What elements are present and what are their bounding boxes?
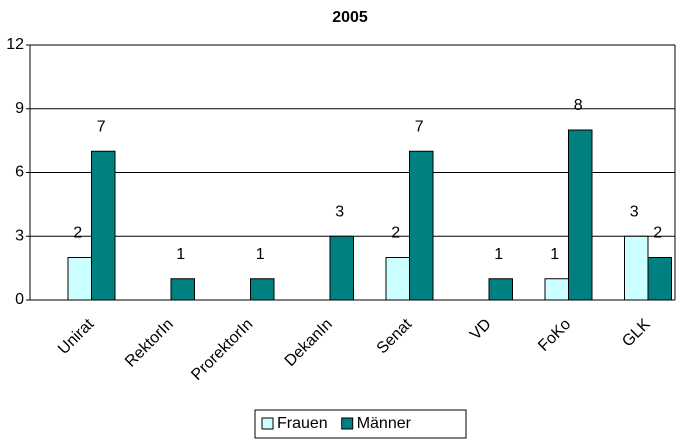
bar [329,235,354,301]
bar [488,278,513,301]
y-tick-label: 9 [15,100,24,117]
data-label: 1 [494,246,503,263]
y-tick-label: 12 [6,36,24,53]
data-label: 2 [391,225,400,242]
bar [624,235,649,301]
legend-label: Frauen [277,415,328,432]
legend-label: Männer [357,415,412,432]
y-tick-label: 3 [15,227,24,244]
data-label: 7 [97,118,106,135]
data-label: 2 [653,225,662,242]
bar [647,257,672,301]
x-tick-label: RektorIn [122,316,177,371]
data-label: 1 [550,246,559,263]
bar [250,278,275,301]
x-tick-label: Senat [374,315,416,357]
data-label: 2 [73,225,82,242]
x-tick-label: Unirat [55,315,98,358]
legend-box [254,409,467,439]
x-tick-label: GLK [619,316,654,351]
legend-swatch [341,417,354,430]
bar [568,129,593,301]
bar [91,150,116,301]
legend: Frauen Männer [254,409,467,439]
y-tick-label: 0 [15,291,24,308]
data-label: 3 [335,203,344,220]
chart-title: 2005 [332,9,368,26]
bar [544,278,569,301]
bar [409,150,434,301]
data-label: 7 [415,118,424,135]
data-label: 1 [256,246,265,263]
data-label: 1 [176,246,185,263]
legend-swatch [261,417,274,430]
x-tick-label: VD [467,316,495,344]
y-tick-label: 6 [15,164,24,181]
bar [67,257,92,301]
x-tick-label: FoKo [535,316,574,355]
data-label: 3 [630,203,639,220]
data-label: 8 [574,97,583,114]
bar [385,257,410,301]
x-tick-label: ProrektorIn [188,316,256,384]
x-tick-label: DekanIn [282,316,336,370]
bar [170,278,195,301]
